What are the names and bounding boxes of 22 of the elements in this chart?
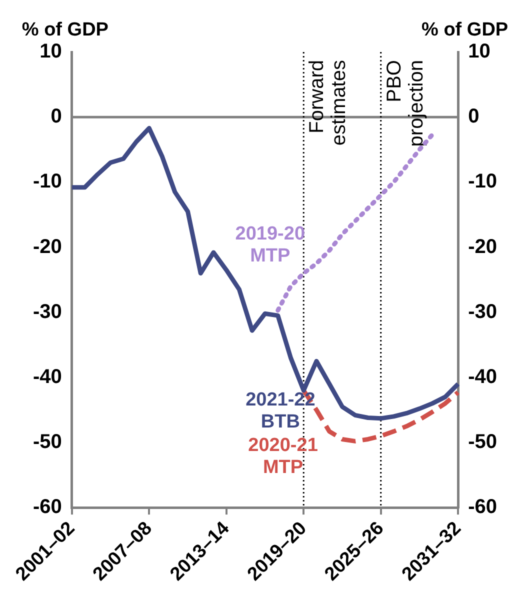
y-tick-label: -60 bbox=[33, 496, 62, 518]
y-tick-label: 10 bbox=[40, 40, 62, 63]
series-label: 2020-21 MTP bbox=[248, 434, 318, 478]
y2-tick-label: -20 bbox=[468, 236, 497, 258]
ref-line-label: Forward estimates bbox=[306, 60, 350, 146]
y2-tick-label: -30 bbox=[468, 300, 497, 323]
y2-tick-label: 0 bbox=[468, 106, 480, 128]
y2-tick-label: -60 bbox=[468, 496, 497, 518]
y2-tick-label: -40 bbox=[468, 366, 497, 388]
y-tick-label: -20 bbox=[33, 236, 62, 258]
y-tick-label: -50 bbox=[33, 431, 62, 454]
y2-tick-label: -10 bbox=[468, 170, 497, 193]
y2-tick-label: 10 bbox=[468, 40, 490, 63]
y-tick-label: -10 bbox=[33, 170, 62, 193]
y2-tick-label: -50 bbox=[468, 431, 497, 454]
y-tick-label: -30 bbox=[33, 300, 62, 323]
y-axis-title: % of GDP bbox=[22, 20, 109, 41]
series-label: 2021-22 BTB bbox=[246, 389, 316, 432]
y2-axis-title: % of GDP bbox=[422, 20, 508, 41]
y-tick-label: -40 bbox=[33, 366, 62, 388]
y-tick-label: 0 bbox=[50, 106, 62, 128]
series-label: 2019-20 MTP bbox=[235, 223, 306, 266]
